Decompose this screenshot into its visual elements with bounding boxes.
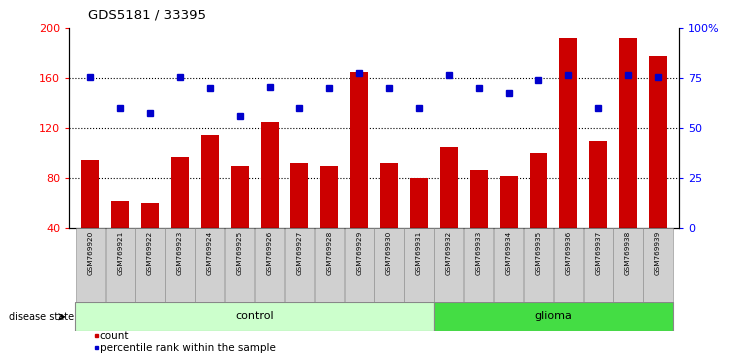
FancyBboxPatch shape bbox=[643, 228, 672, 303]
FancyBboxPatch shape bbox=[106, 228, 135, 303]
Bar bbox=[440, 147, 458, 228]
FancyBboxPatch shape bbox=[434, 302, 673, 331]
FancyBboxPatch shape bbox=[613, 228, 642, 303]
Bar bbox=[95, 334, 99, 337]
Text: GSM769926: GSM769926 bbox=[266, 230, 272, 275]
Text: GSM769923: GSM769923 bbox=[177, 230, 183, 275]
Text: GSM769935: GSM769935 bbox=[536, 230, 542, 275]
Text: count: count bbox=[99, 331, 129, 341]
Bar bbox=[141, 203, 159, 228]
Text: GSM769933: GSM769933 bbox=[476, 230, 482, 275]
FancyBboxPatch shape bbox=[195, 228, 224, 303]
Bar bbox=[81, 160, 99, 228]
Bar bbox=[529, 153, 548, 228]
FancyBboxPatch shape bbox=[524, 228, 553, 303]
Text: GSM769924: GSM769924 bbox=[207, 230, 212, 275]
Bar bbox=[261, 122, 279, 228]
Text: GSM769927: GSM769927 bbox=[296, 230, 302, 275]
Bar bbox=[291, 163, 308, 228]
Text: GSM769939: GSM769939 bbox=[655, 230, 661, 275]
FancyBboxPatch shape bbox=[76, 228, 105, 303]
Text: GSM769922: GSM769922 bbox=[147, 230, 153, 275]
FancyBboxPatch shape bbox=[225, 228, 254, 303]
Text: GDS5181 / 33395: GDS5181 / 33395 bbox=[88, 9, 206, 22]
Text: GSM769931: GSM769931 bbox=[416, 230, 422, 275]
Text: GSM769938: GSM769938 bbox=[625, 230, 631, 275]
Text: GSM769937: GSM769937 bbox=[595, 230, 602, 275]
Bar bbox=[231, 166, 249, 228]
FancyBboxPatch shape bbox=[135, 228, 165, 303]
FancyBboxPatch shape bbox=[315, 228, 344, 303]
Bar bbox=[410, 178, 428, 228]
FancyBboxPatch shape bbox=[553, 228, 583, 303]
Bar bbox=[111, 201, 129, 228]
Bar bbox=[95, 346, 99, 349]
Text: disease state: disease state bbox=[9, 312, 74, 322]
FancyBboxPatch shape bbox=[165, 228, 195, 303]
Text: GSM769934: GSM769934 bbox=[506, 230, 512, 275]
Bar bbox=[589, 141, 607, 228]
Bar bbox=[469, 170, 488, 228]
Text: percentile rank within the sample: percentile rank within the sample bbox=[99, 343, 275, 353]
FancyBboxPatch shape bbox=[464, 228, 493, 303]
FancyBboxPatch shape bbox=[285, 228, 314, 303]
Text: control: control bbox=[235, 312, 274, 321]
Text: GSM769936: GSM769936 bbox=[565, 230, 572, 275]
FancyBboxPatch shape bbox=[255, 228, 284, 303]
Text: GSM769930: GSM769930 bbox=[386, 230, 392, 275]
FancyBboxPatch shape bbox=[75, 302, 434, 331]
Text: GSM769928: GSM769928 bbox=[326, 230, 332, 275]
Bar bbox=[559, 38, 577, 228]
Bar bbox=[350, 72, 368, 228]
FancyBboxPatch shape bbox=[404, 228, 434, 303]
Bar bbox=[201, 135, 219, 228]
FancyBboxPatch shape bbox=[434, 228, 464, 303]
Bar bbox=[499, 176, 518, 228]
Bar bbox=[649, 56, 667, 228]
FancyBboxPatch shape bbox=[345, 228, 374, 303]
Text: GSM769929: GSM769929 bbox=[356, 230, 362, 275]
Text: glioma: glioma bbox=[534, 312, 572, 321]
FancyBboxPatch shape bbox=[494, 228, 523, 303]
Bar bbox=[320, 166, 338, 228]
Bar bbox=[380, 163, 398, 228]
FancyBboxPatch shape bbox=[374, 228, 404, 303]
Bar bbox=[171, 157, 189, 228]
Text: GSM769920: GSM769920 bbox=[88, 230, 93, 275]
Text: GSM769921: GSM769921 bbox=[117, 230, 123, 275]
Text: GSM769932: GSM769932 bbox=[446, 230, 452, 275]
FancyBboxPatch shape bbox=[583, 228, 613, 303]
Text: GSM769925: GSM769925 bbox=[237, 230, 242, 275]
Bar bbox=[619, 38, 637, 228]
